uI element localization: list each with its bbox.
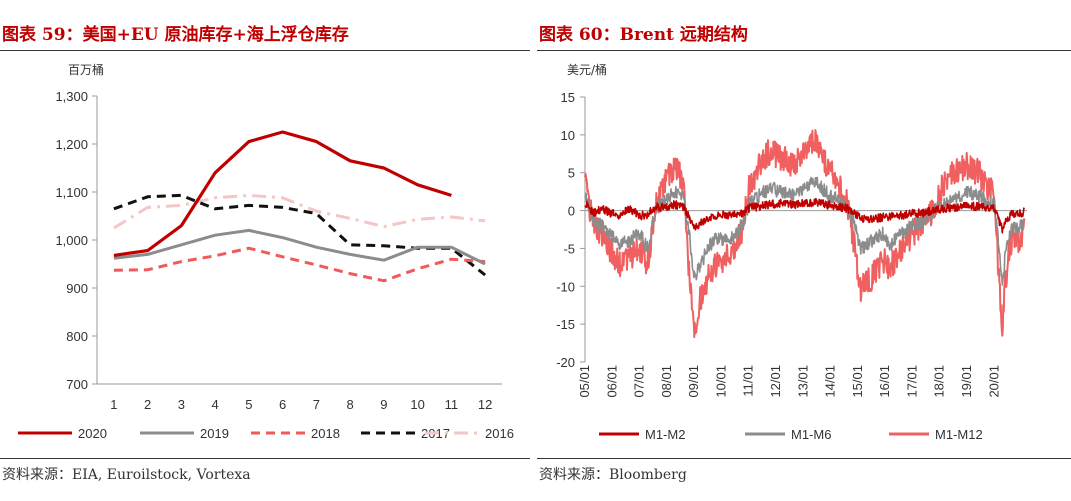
left-x-tick-label: 1 xyxy=(110,397,117,412)
left-x-tick-label: 2 xyxy=(144,397,151,412)
left-series-line-2018 xyxy=(113,246,486,283)
right-chart-title: 图表 60：Brent 远期结构 xyxy=(539,25,748,45)
right-y-tick-label: -5 xyxy=(563,241,575,256)
left-x-tick-label: 10 xyxy=(410,397,424,412)
right-y-tick-label: -20 xyxy=(556,355,575,370)
left-x-tick-label: 6 xyxy=(279,397,286,412)
right-chart-svg: 美元/桶 -20 -15 -10 -5 0 5 10 15 05/01 06/01 07/01 08/0… xyxy=(556,62,1027,442)
left-x-tick-label: 7 xyxy=(313,397,320,412)
right-x-tick-label: 08/01 xyxy=(659,365,674,398)
right-x-tick-label: 20/01 xyxy=(986,365,1001,398)
right-title-rule xyxy=(537,50,1071,51)
left-y-tick-label: 900 xyxy=(66,281,88,296)
left-legend-label-2016: 2016 xyxy=(485,426,514,441)
right-series-line-M1-M2 xyxy=(584,197,1026,234)
left-series-line-2020 xyxy=(113,130,452,257)
left-y-tick-label: 1,100 xyxy=(55,185,88,200)
right-x-tick-label: 17/01 xyxy=(904,365,919,398)
left-legend-label-2018: 2018 xyxy=(311,426,340,441)
left-x-tick-label: 5 xyxy=(245,397,252,412)
left-x-tick-label: 4 xyxy=(212,397,219,412)
left-x-tick-label: 8 xyxy=(347,397,354,412)
right-y-tick-label: 5 xyxy=(568,166,575,181)
right-y-tick-label: -10 xyxy=(556,279,575,294)
right-chart-source: 资料来源：Bloomberg xyxy=(539,467,687,483)
right-chart-panel: 图表 60：Brent 远期结构 美元/桶 -20 -15 -10 -5 0 5 10 15 05… xyxy=(537,0,1071,501)
right-x-tick-label: 16/01 xyxy=(877,365,892,398)
right-legend-label-M1-M2: M1-M2 xyxy=(645,427,685,442)
left-legend-label-2019: 2019 xyxy=(200,426,229,441)
right-legend-label-M1-M6: M1-M6 xyxy=(791,427,831,442)
left-y-tick-label: 700 xyxy=(66,377,88,392)
left-source-rule xyxy=(0,458,530,459)
right-source-rule xyxy=(537,458,1071,459)
right-x-tick-label: 07/01 xyxy=(632,365,647,398)
right-x-tick-label: 14/01 xyxy=(823,365,838,398)
left-series-line-2017 xyxy=(113,193,487,277)
right-y-tick-label: 0 xyxy=(568,204,575,219)
left-x-tick-label: 3 xyxy=(178,397,185,412)
right-x-tick-label: 18/01 xyxy=(932,365,947,398)
left-y-tick-label: 1,300 xyxy=(55,89,88,104)
right-series-line-M1-M6 xyxy=(584,176,1026,286)
right-x-tick-label: 15/01 xyxy=(850,365,865,398)
left-x-tick-label: 12 xyxy=(478,397,492,412)
left-y-tick-label: 1,000 xyxy=(55,233,88,248)
right-y-unit-label: 美元/桶 xyxy=(567,62,607,77)
left-y-tick-label: 800 xyxy=(66,329,88,344)
right-x-tick-label: 19/01 xyxy=(959,365,974,398)
right-x-tick-label: 05/01 xyxy=(577,365,592,398)
left-title-rule xyxy=(0,50,530,51)
left-y-tick-label: 1,200 xyxy=(55,137,88,152)
left-series-line-2019 xyxy=(113,228,486,266)
left-chart-panel: 图表 59：美国+EU 原油库存+海上浮仓库存 百万桶 700 800 900 1,00… xyxy=(0,0,530,501)
right-x-tick-label: 10/01 xyxy=(713,365,728,398)
right-y-tick-label: 10 xyxy=(561,128,575,143)
right-x-tick-label: 06/01 xyxy=(604,365,619,398)
left-legend-label-2020: 2020 xyxy=(78,426,107,441)
left-x-tick-label: 9 xyxy=(380,397,387,412)
left-y-unit-label: 百万桶 xyxy=(68,62,104,77)
left-chart-title: 图表 59：美国+EU 原油库存+海上浮仓库存 xyxy=(2,25,349,45)
right-x-tick-label: 12/01 xyxy=(768,365,783,398)
right-x-tick-label: 11/01 xyxy=(741,365,756,397)
right-legend-label-M1-M12: M1-M12 xyxy=(935,427,983,442)
left-series-line-2016 xyxy=(113,193,486,230)
right-y-tick-label: 15 xyxy=(561,90,575,105)
right-y-tick-label: -15 xyxy=(556,317,575,332)
right-series-line-M1-M12 xyxy=(584,129,1026,339)
left-chart-source: 资料来源：EIA, Euroilstock, Vortexa xyxy=(2,467,251,483)
left-x-tick-label: 11 xyxy=(445,397,459,412)
right-x-tick-label: 13/01 xyxy=(795,365,810,398)
right-x-tick-label: 09/01 xyxy=(686,365,701,398)
